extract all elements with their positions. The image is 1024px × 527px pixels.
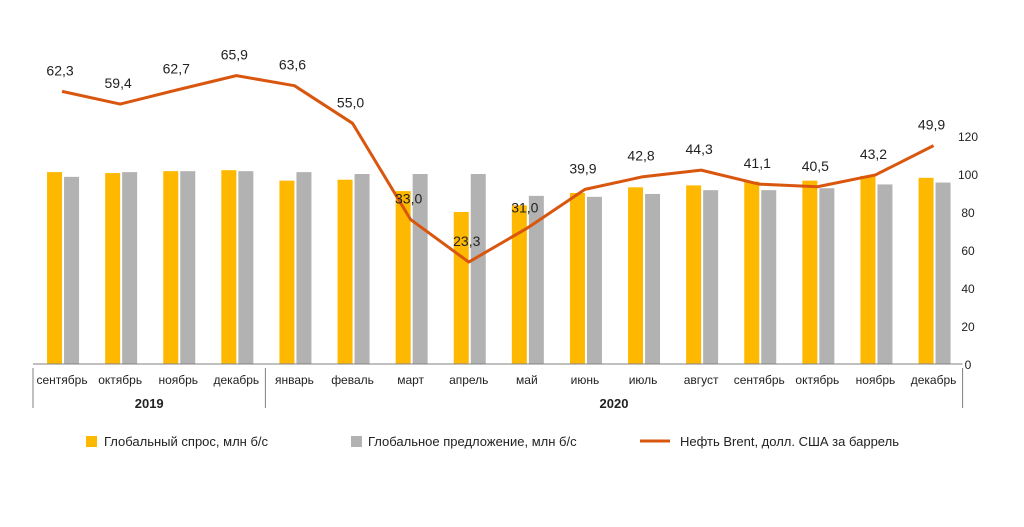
supply-bar bbox=[122, 172, 138, 364]
demand-bar bbox=[802, 180, 818, 364]
demand-bar bbox=[105, 173, 121, 364]
legend: Глобальный спрос, млн б/с Глобальное пред… bbox=[86, 434, 899, 449]
brent-data-label: 23,3 bbox=[453, 233, 480, 249]
x-tick-label: май bbox=[516, 373, 538, 387]
brent-data-label: 43,2 bbox=[860, 146, 887, 162]
brent-line-layer bbox=[61, 74, 935, 264]
supply-bar bbox=[877, 184, 893, 364]
y-tick-label: 60 bbox=[961, 244, 975, 258]
demand-bar bbox=[279, 180, 295, 364]
demand-bar bbox=[628, 187, 644, 364]
brent-data-label: 42,8 bbox=[627, 148, 654, 164]
y-tick-label: 100 bbox=[958, 168, 978, 182]
supply-bar bbox=[296, 172, 312, 364]
legend-demand-swatch bbox=[86, 436, 97, 447]
supply-bar bbox=[703, 190, 719, 364]
y-tick-label: 0 bbox=[965, 358, 972, 372]
demand-bar bbox=[453, 212, 469, 364]
demand-bar bbox=[686, 185, 702, 364]
x-tick-label: апрель bbox=[449, 373, 488, 387]
y-tick-label: 80 bbox=[961, 206, 975, 220]
legend-supply-label: Глобальное предложение, млн б/с bbox=[368, 434, 577, 449]
x-tick-label: август bbox=[684, 373, 719, 387]
x-tick-label: ноябрь bbox=[158, 373, 198, 387]
supply-bar bbox=[761, 190, 777, 364]
brent-data-label: 31,0 bbox=[511, 199, 538, 215]
brent-line bbox=[61, 74, 935, 264]
demand-bar bbox=[337, 179, 353, 364]
x-tick-label: феваль bbox=[331, 373, 374, 387]
supply-bar bbox=[586, 196, 602, 364]
x-tick-label: июль bbox=[629, 373, 658, 387]
year-label: 2019 bbox=[135, 396, 164, 411]
brent-data-label: 62,7 bbox=[163, 61, 190, 77]
demand-bar bbox=[47, 172, 63, 364]
x-tick-label: декабрь bbox=[911, 373, 957, 387]
demand-bar bbox=[395, 191, 411, 364]
supply-bar bbox=[935, 182, 951, 364]
demand-bar bbox=[221, 170, 237, 364]
supply-bar bbox=[645, 193, 661, 364]
x-tick-label: октябрь bbox=[795, 373, 839, 387]
y-tick-label: 20 bbox=[961, 320, 975, 334]
brent-data-label: 40,5 bbox=[802, 158, 829, 174]
supply-bar bbox=[412, 174, 428, 364]
supply-bar bbox=[180, 171, 196, 364]
x-tick-label: сентябрь bbox=[734, 373, 785, 387]
supply-bar bbox=[238, 171, 254, 364]
legend-demand-label: Глобальный спрос, млн б/с bbox=[104, 434, 268, 449]
legend-supply-swatch bbox=[351, 436, 362, 447]
demand-bar bbox=[569, 193, 585, 364]
demand-bar bbox=[918, 177, 934, 364]
supply-bar bbox=[470, 174, 486, 364]
brent-data-label: 41,1 bbox=[744, 155, 771, 171]
demand-bar bbox=[860, 175, 876, 364]
supply-bar bbox=[819, 188, 835, 364]
x-tick-label: ноябрь bbox=[856, 373, 896, 387]
supply-bar bbox=[528, 195, 544, 364]
brent-data-label: 62,3 bbox=[46, 62, 73, 78]
x-tick-label: сентябрь bbox=[37, 373, 88, 387]
brent-data-label: 33,0 bbox=[395, 191, 422, 207]
line-labels-layer: 62,3 59,4 62,7 65,9 63,6 55,0 33,0 23,3 31,0 39,9… bbox=[46, 47, 945, 249]
demand-bar bbox=[744, 181, 760, 364]
brent-data-label: 63,6 bbox=[279, 57, 306, 73]
supply-bar bbox=[64, 176, 80, 364]
demand-bar bbox=[163, 171, 179, 364]
axes-layer: сентябрь октябрь ноябрь декабрь январь феваль… bbox=[32, 130, 978, 411]
brent-data-label: 49,9 bbox=[918, 117, 945, 133]
x-tick-label: март bbox=[397, 373, 424, 387]
brent-data-label: 65,9 bbox=[221, 47, 248, 63]
x-tick-label: октябрь bbox=[98, 373, 142, 387]
supply-bar bbox=[354, 174, 370, 364]
x-tick-label: июнь bbox=[571, 373, 600, 387]
bars-layer bbox=[47, 170, 951, 364]
legend-brent-label: Нефть Brent, долл. США за баррель bbox=[680, 434, 899, 449]
year-label: 2020 bbox=[600, 396, 629, 411]
brent-data-label: 39,9 bbox=[569, 160, 596, 176]
y-tick-label: 40 bbox=[961, 282, 975, 296]
demand-bar bbox=[511, 205, 527, 364]
brent-data-label: 59,4 bbox=[105, 75, 132, 91]
x-tick-label: декабрь bbox=[214, 373, 260, 387]
brent-data-label: 55,0 bbox=[337, 94, 364, 110]
x-tick-label: январь bbox=[275, 373, 314, 387]
y-tick-label: 120 bbox=[958, 130, 978, 144]
brent-data-label: 44,3 bbox=[686, 141, 713, 157]
